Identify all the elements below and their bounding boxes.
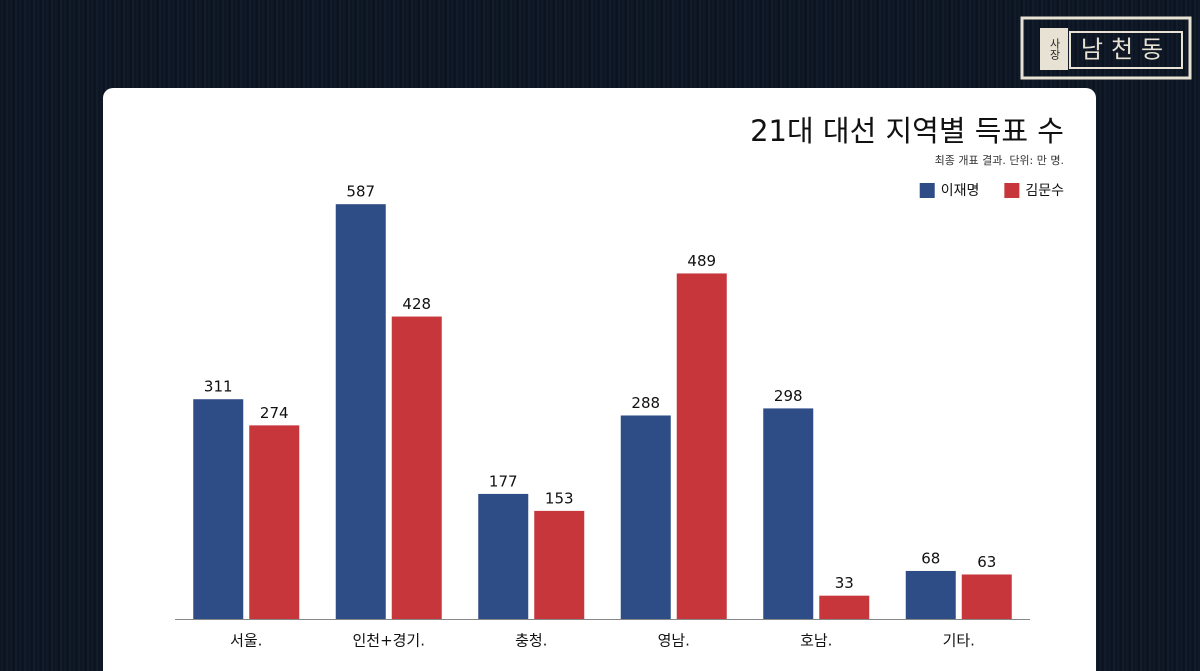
legend-label: 김문수 — [1025, 183, 1064, 199]
legend-swatch — [1004, 183, 1020, 198]
value-label: 68 — [921, 549, 940, 567]
x-tick-label: 서울. — [230, 632, 262, 650]
bar — [335, 204, 386, 620]
bar — [391, 316, 442, 619]
value-label: 153 — [545, 489, 574, 507]
bar — [620, 415, 671, 619]
chart-title: 21대 대선 지역별 득표 수 — [750, 114, 1064, 148]
x-tick-label: 인천+경기. — [352, 632, 425, 650]
x-tick-label: 충청. — [515, 632, 547, 650]
value-label: 63 — [977, 553, 996, 571]
value-label: 311 — [204, 378, 233, 396]
logo-small: 사장 — [1048, 38, 1061, 60]
value-label: 298 — [774, 387, 803, 405]
bar — [193, 399, 244, 619]
legend-swatch — [919, 183, 935, 198]
logo: 사장 남천동 — [1020, 16, 1192, 80]
x-tick-label: 기타. — [943, 632, 975, 650]
logo-main: 남천동 — [1081, 36, 1171, 64]
bar — [676, 273, 727, 619]
legend-label: 이재명 — [941, 183, 980, 199]
value-label: 587 — [346, 183, 375, 201]
value-label: 428 — [402, 295, 431, 313]
bar — [763, 408, 814, 619]
bar — [961, 574, 1012, 619]
value-label: 177 — [489, 472, 518, 490]
value-label: 274 — [260, 404, 289, 422]
value-label: 489 — [687, 252, 716, 270]
x-tick-label: 호남. — [800, 632, 832, 650]
chart-subtitle: 최종 개표 결과. 단위: 만 명. — [935, 154, 1064, 167]
x-tick-label: 영남. — [658, 632, 690, 650]
bar — [819, 595, 870, 619]
value-label: 33 — [835, 574, 854, 592]
bar — [478, 493, 529, 619]
bar — [534, 510, 585, 619]
bar — [905, 570, 956, 619]
bar — [249, 425, 300, 619]
value-label: 288 — [631, 394, 660, 412]
